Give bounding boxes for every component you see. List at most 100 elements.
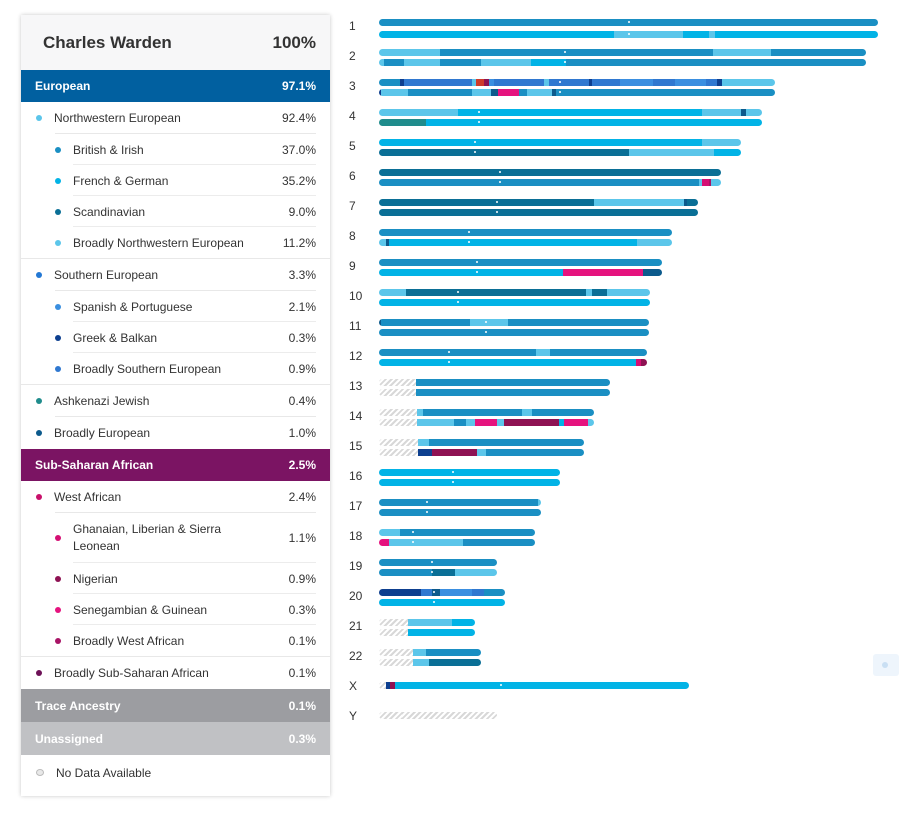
- population-ghanaian-liberian-sierra-leonean[interactable]: Ghanaian, Liberian & Sierra Leonean 1.1%: [21, 513, 330, 563]
- chromosome-X-strand-a[interactable]: [379, 682, 689, 689]
- population-northwestern-european[interactable]: Northwestern European 92.4%: [21, 102, 330, 134]
- chromosome-14-strand-a[interactable]: [379, 409, 594, 416]
- chromosome-7-strand-a[interactable]: [379, 199, 698, 206]
- chromosome-21-strand-a[interactable]: [379, 619, 475, 626]
- chromosome-6-strand-b[interactable]: [379, 179, 721, 186]
- chromosome-20-strand-b[interactable]: [379, 599, 505, 606]
- chromosome-3-strand-b[interactable]: [379, 89, 775, 96]
- chromosome-8-strand-a[interactable]: [379, 229, 672, 236]
- chromosome-16-strand-a[interactable]: [379, 469, 560, 476]
- category-trace-ancestry[interactable]: Trace Ancestry 0.1%: [21, 689, 330, 722]
- category-european[interactable]: European 97.1%: [21, 70, 330, 102]
- chromosome-13-strand-a[interactable]: [379, 379, 610, 386]
- centromere-mark: [452, 471, 454, 473]
- chromosome-Y-strand-a[interactable]: [379, 712, 497, 719]
- segment: [426, 649, 481, 656]
- side-scroll-button[interactable]: [873, 654, 899, 676]
- population-west-african[interactable]: West African 2.4%: [21, 481, 330, 513]
- chromosome-16-strand-b[interactable]: [379, 479, 560, 486]
- population-broadly-european[interactable]: Broadly European 1.0%: [21, 417, 330, 449]
- population-senegambian-guinean[interactable]: Senegambian & Guinean 0.3%: [21, 594, 330, 625]
- chromosome-8-strand-b[interactable]: [379, 239, 672, 246]
- chromosome-label: 18: [349, 529, 363, 543]
- chromosome-4-strand-b[interactable]: [379, 119, 762, 126]
- chromosome-9-strand-b[interactable]: [379, 269, 662, 276]
- chromosome-label: 12: [349, 349, 363, 363]
- chromosome-9-strand-a[interactable]: [379, 259, 662, 266]
- chromosome-15-strand-a[interactable]: [379, 439, 584, 446]
- population-greek-balkan[interactable]: Greek & Balkan 0.3%: [21, 322, 330, 353]
- segment: [379, 299, 650, 306]
- chromosome-label: 2: [349, 49, 356, 63]
- chromosome-10-strand-a[interactable]: [379, 289, 650, 296]
- centromere-mark: [426, 501, 428, 503]
- chromosome-13-strand-b[interactable]: [379, 389, 610, 396]
- category-sub-saharan-african[interactable]: Sub-Saharan African 2.5%: [21, 449, 330, 481]
- population-broadly-southern-european[interactable]: Broadly Southern European 0.9%: [21, 353, 330, 384]
- chromosome-5-strand-b[interactable]: [379, 149, 741, 156]
- segment: [386, 682, 390, 689]
- population-broadly-northwestern-european[interactable]: Broadly Northwestern European 11.2%: [21, 227, 330, 258]
- centromere-mark: [476, 271, 478, 273]
- population-southern-european[interactable]: Southern European 3.3%: [21, 258, 330, 291]
- chromosome-12-strand-b[interactable]: [379, 359, 647, 366]
- segment: [637, 239, 672, 246]
- chromosome-5-strand-a[interactable]: [379, 139, 741, 146]
- chromosome-19-strand-a[interactable]: [379, 559, 497, 566]
- chromosome-label: 8: [349, 229, 356, 243]
- chromosome-15-strand-b[interactable]: [379, 449, 584, 456]
- segment: [519, 89, 527, 96]
- segment: [379, 79, 400, 86]
- chromosome-18-strand-a[interactable]: [379, 529, 535, 536]
- segment: [432, 589, 440, 596]
- chromosome-14-strand-b[interactable]: [379, 419, 594, 426]
- segment: [636, 359, 641, 366]
- centromere-mark: [496, 211, 498, 213]
- centromere-mark: [412, 541, 414, 543]
- centromere-mark: [448, 351, 450, 353]
- segment: [491, 89, 498, 96]
- population-ashkenazi-jewish[interactable]: Ashkenazi Jewish 0.4%: [21, 384, 330, 417]
- chromosome-10-strand-b[interactable]: [379, 299, 650, 306]
- segment: [379, 439, 418, 446]
- segment: [733, 79, 775, 86]
- chromosome-4-strand-a[interactable]: [379, 109, 762, 116]
- chromosome-1-strand-b[interactable]: [379, 31, 878, 38]
- chromosome-11-strand-a[interactable]: [379, 319, 649, 326]
- segment: [702, 139, 741, 146]
- population-british-irish[interactable]: British & Irish 37.0%: [21, 134, 330, 165]
- population-broadly-west-african[interactable]: Broadly West African 0.1%: [21, 625, 330, 656]
- chromosome-label: 4: [349, 109, 356, 123]
- chromosome-3-strand-a[interactable]: [379, 79, 775, 86]
- chromosome-19-strand-b[interactable]: [379, 569, 497, 576]
- chromosome-2-strand-b[interactable]: [379, 59, 866, 66]
- chromosome-6-strand-a[interactable]: [379, 169, 721, 176]
- chromosome-7-strand-b[interactable]: [379, 209, 698, 216]
- chromosome-18-strand-b[interactable]: [379, 539, 535, 546]
- population-scandinavian[interactable]: Scandinavian 9.0%: [21, 196, 330, 227]
- segment: [489, 79, 494, 86]
- chromosome-22-strand-b[interactable]: [379, 659, 481, 666]
- chromosome-11-strand-b[interactable]: [379, 329, 649, 336]
- chromosome-17-strand-a[interactable]: [379, 499, 541, 506]
- segment: [641, 359, 647, 366]
- category-unassigned[interactable]: Unassigned 0.3%: [21, 722, 330, 755]
- chromosome-label: 3: [349, 79, 356, 93]
- population-french-german[interactable]: French & German 35.2%: [21, 165, 330, 196]
- chromosome-21-strand-b[interactable]: [379, 629, 475, 636]
- centromere-mark: [478, 111, 480, 113]
- chromosome-1-strand-a[interactable]: [379, 19, 878, 26]
- centromere-mark: [559, 81, 561, 83]
- population-nigerian[interactable]: Nigerian 0.9%: [21, 563, 330, 594]
- segment: [687, 199, 698, 206]
- population-broadly-sub-saharan-african[interactable]: Broadly Sub-Saharan African 0.1%: [21, 656, 330, 689]
- centromere-mark: [628, 21, 630, 23]
- population-spanish-portuguese[interactable]: Spanish & Portuguese 2.1%: [21, 291, 330, 322]
- centromere-mark: [564, 61, 566, 63]
- chromosome-12-strand-a[interactable]: [379, 349, 647, 356]
- profile-name: Charles Warden: [43, 32, 172, 52]
- chromosome-2-strand-a[interactable]: [379, 49, 866, 56]
- chromosome-20-strand-a[interactable]: [379, 589, 505, 596]
- chromosome-22-strand-a[interactable]: [379, 649, 481, 656]
- chromosome-17-strand-b[interactable]: [379, 509, 541, 516]
